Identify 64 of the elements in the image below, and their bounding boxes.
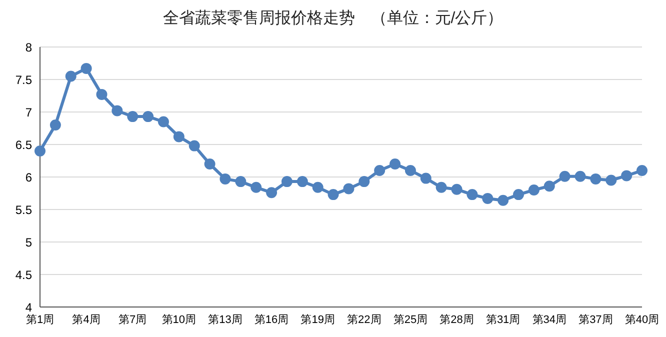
y-tick-label: 6.5 xyxy=(15,138,32,152)
point xyxy=(142,111,154,122)
point xyxy=(390,158,401,170)
point xyxy=(266,187,278,198)
point xyxy=(436,182,447,193)
point xyxy=(296,176,308,188)
x-tick-label: 第13周 xyxy=(208,314,242,326)
point xyxy=(96,88,108,100)
point xyxy=(34,146,46,156)
point xyxy=(420,172,432,184)
point xyxy=(498,194,509,206)
point xyxy=(281,176,292,188)
point xyxy=(204,158,216,170)
point xyxy=(574,170,586,182)
point xyxy=(328,189,339,200)
point xyxy=(173,131,184,142)
y-tick-label: 5 xyxy=(25,235,32,250)
chart-title: 全省蔬菜零售周报价格走势 （单位：元/公斤） xyxy=(162,8,504,29)
point xyxy=(451,184,462,195)
x-tick-label: 第4周 xyxy=(72,314,100,326)
x-tick-label: 第1周 xyxy=(26,314,54,326)
point xyxy=(220,173,231,184)
point xyxy=(112,105,123,116)
x-tick-label: 第34周 xyxy=(532,314,567,326)
point xyxy=(590,173,602,184)
x-tick-label: 第31周 xyxy=(486,314,520,326)
y-tick-label: 4.5 xyxy=(15,268,32,282)
point xyxy=(636,165,648,176)
point xyxy=(374,165,386,176)
point xyxy=(528,184,540,196)
point xyxy=(404,165,416,176)
point xyxy=(80,62,92,74)
point xyxy=(466,189,478,200)
point xyxy=(544,180,555,192)
point xyxy=(250,182,262,193)
y-tick-label: 5.5 xyxy=(15,202,32,217)
y-tick-label: 8 xyxy=(25,40,32,54)
x-tick-label: 第19周 xyxy=(300,314,335,326)
point xyxy=(621,170,632,182)
point xyxy=(158,116,169,128)
point xyxy=(513,189,524,200)
point xyxy=(50,120,61,130)
point xyxy=(127,111,138,122)
x-tick-label: 第25周 xyxy=(393,314,428,326)
y-tick-label: 7 xyxy=(25,105,32,120)
x-tick-label: 第16周 xyxy=(254,314,289,326)
point xyxy=(235,176,246,188)
x-tick-label: 第10周 xyxy=(162,314,196,326)
point xyxy=(482,192,494,204)
point xyxy=(188,140,200,152)
point xyxy=(358,176,370,188)
point xyxy=(312,182,324,193)
x-tick-label: 第37周 xyxy=(578,314,613,326)
point xyxy=(559,170,570,182)
x-tick-label: 第22周 xyxy=(347,314,382,326)
x-tick-label: 第7周 xyxy=(118,314,147,326)
x-tick-label: 第40周 xyxy=(624,314,660,326)
y-tick-label: 6 xyxy=(25,170,32,184)
point xyxy=(343,183,354,194)
point xyxy=(606,174,617,186)
point xyxy=(65,70,76,82)
y-tick-label: 7.5 xyxy=(15,72,32,87)
y-tick-label: 4 xyxy=(25,300,32,314)
x-tick-label: 第28周 xyxy=(440,314,474,326)
